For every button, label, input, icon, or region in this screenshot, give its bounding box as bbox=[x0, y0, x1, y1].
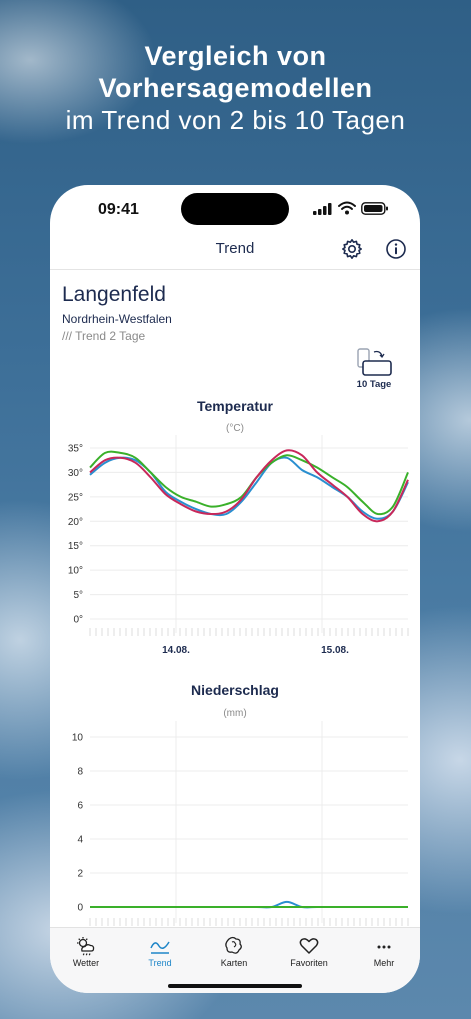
more-icon bbox=[377, 945, 391, 949]
trend-range-toggle-button[interactable]: 10 Tage bbox=[354, 347, 394, 391]
y-tick-label: 0° bbox=[73, 615, 83, 626]
y-tick-label: 25° bbox=[68, 492, 83, 503]
y-tick-label: 0 bbox=[77, 903, 83, 914]
precipitation-chart: 10 8 6 4 2 0 bbox=[72, 721, 409, 926]
page-title: Trend bbox=[215, 240, 255, 257]
map-icon bbox=[225, 936, 242, 954]
range-button-label: 10 Tage bbox=[356, 379, 392, 390]
y-tick-label: 4 bbox=[77, 835, 83, 846]
battery-icon bbox=[361, 202, 388, 215]
y-tick-label: 2 bbox=[77, 869, 83, 880]
tab-trend[interactable]: Trend bbox=[130, 936, 190, 968]
tab-label: Trend bbox=[148, 958, 172, 968]
y-tick-label: 5° bbox=[73, 590, 83, 601]
nav-bar: Trend bbox=[50, 235, 420, 270]
status-time: 09:41 bbox=[98, 201, 139, 218]
weather-icon bbox=[77, 937, 95, 956]
rotate-device-icon bbox=[357, 348, 392, 376]
tab-label: Favoriten bbox=[290, 958, 328, 968]
y-tick-label: 8 bbox=[77, 767, 83, 778]
y-tick-label: 20° bbox=[68, 517, 83, 528]
y-tick-label: 35° bbox=[68, 444, 83, 455]
phone-screen: 09:41 Trend bbox=[50, 185, 420, 993]
trend-icon bbox=[150, 941, 170, 954]
tab-mehr[interactable]: Mehr bbox=[354, 936, 414, 968]
gear-icon[interactable] bbox=[340, 237, 364, 261]
series-line-3 bbox=[89, 449, 409, 523]
x-tick-label: 15.08. bbox=[321, 645, 349, 656]
headline-line-2: Vorhersagemodellen bbox=[98, 73, 373, 103]
info-icon[interactable] bbox=[384, 237, 408, 261]
heart-icon bbox=[299, 938, 319, 954]
tab-label: Mehr bbox=[373, 958, 395, 968]
wifi-icon bbox=[338, 201, 356, 215]
status-bar: 09:41 bbox=[50, 185, 420, 235]
precipitation-chart-unit: (mm) bbox=[223, 708, 247, 719]
y-tick-label: 30° bbox=[68, 468, 83, 479]
headline-line-3: im Trend von 2 bis 10 Tagen bbox=[65, 105, 406, 135]
home-indicator bbox=[168, 984, 302, 988]
promo-headline: Vergleich von Vorhersagemodellen im Tren… bbox=[0, 40, 471, 136]
y-tick-label: 15° bbox=[68, 541, 83, 552]
tab-bar: Wetter Trend Karten Favoriten bbox=[50, 927, 420, 993]
tab-karten[interactable]: Karten bbox=[204, 936, 264, 968]
signal-icon bbox=[313, 203, 332, 215]
y-tick-label: 10 bbox=[72, 733, 84, 744]
location-name: Langenfeld bbox=[62, 283, 166, 306]
temperature-chart-title: Temperatur bbox=[197, 398, 273, 414]
location-region: Nordrhein-Westfalen bbox=[62, 312, 172, 326]
x-tick-label: 14.08. bbox=[162, 645, 190, 656]
temperature-chart-unit: (°C) bbox=[226, 423, 244, 434]
trend-range-label: /// Trend 2 Tage bbox=[62, 329, 146, 343]
tab-wetter[interactable]: Wetter bbox=[56, 936, 116, 968]
y-tick-label: 6 bbox=[77, 801, 83, 812]
headline-line-1: Vergleich von bbox=[144, 41, 327, 71]
precipitation-chart-title: Niederschlag bbox=[191, 682, 279, 698]
tab-label: Karten bbox=[220, 958, 248, 968]
dynamic-island bbox=[181, 193, 289, 225]
y-tick-label: 10° bbox=[68, 566, 83, 577]
tab-favoriten[interactable]: Favoriten bbox=[279, 936, 339, 968]
tab-label: Wetter bbox=[72, 958, 100, 968]
temperature-chart: 35° 30° 25° 20° 15° 10° 5° 0° 14.08. 15.08. bbox=[68, 435, 409, 656]
